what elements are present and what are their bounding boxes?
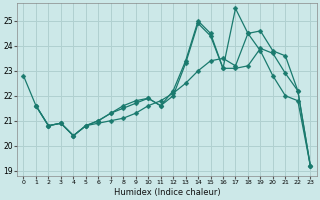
- X-axis label: Humidex (Indice chaleur): Humidex (Indice chaleur): [114, 188, 220, 197]
